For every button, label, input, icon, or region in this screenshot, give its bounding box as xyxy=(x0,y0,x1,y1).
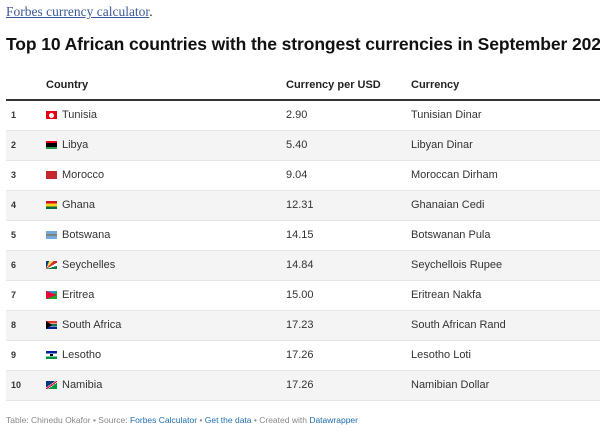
country-cell: Lesotho xyxy=(46,340,286,371)
column-header-country[interactable]: Country xyxy=(46,70,286,101)
forbes-currency-calculator-link[interactable]: Forbes currency calculator xyxy=(6,4,150,19)
rank-cell: 9 xyxy=(6,340,46,371)
footer-separator: • Source: xyxy=(90,415,130,425)
rate-cell: 14.84 xyxy=(286,250,411,281)
table-credit: Table: Chinedu Okafor xyxy=(6,415,91,425)
get-the-data-link[interactable]: Get the data xyxy=(204,415,252,425)
footer-separator: • Created with xyxy=(251,415,310,425)
rate-cell: 2.90 xyxy=(286,100,411,131)
rate-cell: 5.40 xyxy=(286,130,411,161)
namibia-flag-icon xyxy=(46,381,57,389)
table-row: 4 Ghana 12.31 Ghanaian Cedi xyxy=(6,190,600,221)
currency-cell: Botswanan Pula xyxy=(411,220,600,251)
libya-flag-icon xyxy=(46,141,57,149)
datawrapper-link[interactable]: Datawrapper xyxy=(309,415,358,425)
country-name: Libya xyxy=(62,139,89,151)
country-name: Namibia xyxy=(62,379,103,391)
source-link[interactable]: Forbes Calculator xyxy=(129,415,198,425)
country-name: Tunisia xyxy=(62,109,98,122)
currency-cell: Libyan Dinar xyxy=(411,130,600,161)
country-cell: Botswana xyxy=(46,220,286,251)
column-header-currency-per-usd[interactable]: Currency per USD xyxy=(286,70,411,101)
tunisia-flag-icon xyxy=(46,111,57,120)
currency-cell: Eritrean Nakfa xyxy=(411,280,600,311)
column-header-currency[interactable]: Currency xyxy=(411,70,600,101)
country-cell: Libya xyxy=(46,130,286,161)
currency-cell: Lesotho Loti xyxy=(411,340,600,371)
page-title: Top 10 African countries with the strong… xyxy=(6,34,600,54)
table-row: 6 Seychelles 14.84 Seychellois Rupee xyxy=(6,250,600,281)
rank-cell: 2 xyxy=(6,130,46,161)
country-cell: Eritrea xyxy=(46,280,286,311)
currency-cell: Tunisian Dinar xyxy=(411,100,600,131)
rank-cell: 1 xyxy=(6,100,46,131)
rank-cell: 3 xyxy=(6,160,46,191)
rank-cell: 8 xyxy=(6,310,46,341)
rank-cell: 6 xyxy=(6,250,46,281)
table-footer: Table: Chinedu Okafor • Source: Forbes C… xyxy=(6,415,358,425)
country-name: Botswana xyxy=(62,229,111,241)
country-cell: Morocco xyxy=(46,160,286,191)
country-cell: South Africa xyxy=(46,310,286,341)
lesotho-flag-icon xyxy=(46,351,57,359)
table-header-row: Country Currency per USD Currency xyxy=(6,70,600,101)
country-name: Morocco xyxy=(62,169,105,181)
country-name: Seychelles xyxy=(62,259,116,271)
country-name: Eritrea xyxy=(62,289,95,301)
country-name: South Africa xyxy=(62,319,122,331)
rank-cell: 5 xyxy=(6,220,46,251)
rank-cell: 4 xyxy=(6,190,46,221)
rate-cell: 17.26 xyxy=(286,340,411,371)
morocco-flag-icon xyxy=(46,171,57,179)
eritrea-flag-icon xyxy=(46,291,57,299)
rank-cell: 7 xyxy=(6,280,46,311)
table-row: 9 Lesotho 17.26 Lesotho Loti xyxy=(6,340,600,371)
header-trailing-period: . xyxy=(149,4,153,19)
country-cell: Seychelles xyxy=(46,250,286,281)
rate-cell: 17.26 xyxy=(286,370,411,401)
table-row: 2 Libya 5.40 Libyan Dinar xyxy=(6,130,600,161)
rate-cell: 15.00 xyxy=(286,280,411,311)
ghana-flag-icon xyxy=(46,201,57,209)
rank-cell: 10 xyxy=(6,370,46,401)
column-header-rank[interactable] xyxy=(6,70,46,101)
south-africa-flag-icon xyxy=(46,321,57,329)
currency-cell: Namibian Dollar xyxy=(411,370,600,401)
currency-cell: Ghanaian Cedi xyxy=(411,190,600,221)
currency-cell: Moroccan Dirham xyxy=(411,160,600,191)
seychelles-flag-icon xyxy=(46,261,57,269)
country-cell: Tunisia xyxy=(46,100,286,131)
country-cell: Ghana xyxy=(46,190,286,221)
table-row: 8 South Africa 17.23 South African Rand xyxy=(6,310,600,341)
currency-cell: South African Rand xyxy=(411,310,600,341)
rate-cell: 9.04 xyxy=(286,160,411,191)
table-row: 5 Botswana 14.15 Botswanan Pula xyxy=(6,220,600,251)
table-row: 7 Eritrea 15.00 Eritrean Nakfa xyxy=(6,280,600,311)
currency-ranking-table: Country Currency per USD Currency 1 Tuni… xyxy=(6,70,600,401)
footer-separator: • xyxy=(197,415,205,425)
table-row: 1 Tunisia 2.90 Tunisian Dinar xyxy=(6,100,600,131)
rate-cell: 12.31 xyxy=(286,190,411,221)
table-row: 10 Namibia 17.26 Namibian Dollar xyxy=(6,370,600,401)
country-name: Lesotho xyxy=(62,349,102,361)
table-row: 3 Morocco 9.04 Moroccan Dirham xyxy=(6,160,600,191)
currency-cell: Seychellois Rupee xyxy=(411,250,600,281)
header-source-line: Forbes currency calculator. xyxy=(6,4,153,20)
country-cell: Namibia xyxy=(46,370,286,401)
botswana-flag-icon xyxy=(46,231,57,239)
country-name: Ghana xyxy=(62,199,96,211)
rate-cell: 14.15 xyxy=(286,220,411,251)
rate-cell: 17.23 xyxy=(286,310,411,341)
